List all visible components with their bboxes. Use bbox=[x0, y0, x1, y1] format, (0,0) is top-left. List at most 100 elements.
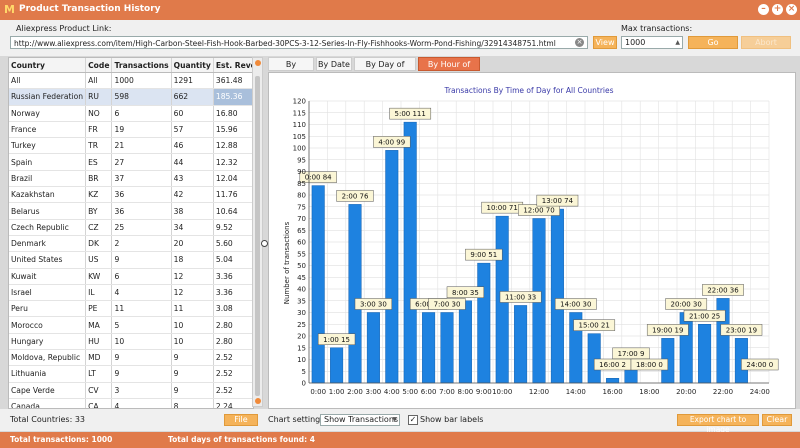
cell-quantity: 662 bbox=[171, 88, 214, 106]
table-row[interactable]: Lithuania LT 9 9 2.52 bbox=[9, 365, 253, 383]
cell-code: RU bbox=[85, 88, 113, 106]
tab-by-hour-of-day[interactable]: By Hour of Day bbox=[418, 57, 480, 83]
chart-bar[interactable] bbox=[587, 333, 601, 384]
abort-button[interactable]: Abort bbox=[741, 36, 791, 49]
data-label: 22:00 36 bbox=[707, 286, 739, 294]
data-label: 7:00 30 bbox=[434, 301, 461, 309]
y-tick-label: 105 bbox=[293, 133, 306, 141]
cell-country: Hungary bbox=[9, 333, 87, 351]
chart-bar[interactable] bbox=[679, 312, 693, 384]
table-row[interactable]: Kazakhstan KZ 36 42 11.76 bbox=[9, 186, 253, 204]
show-bar-labels-label: Show bar labels bbox=[420, 415, 484, 424]
data-label: 18:00 0 bbox=[636, 361, 663, 369]
data-label-box bbox=[299, 171, 337, 183]
chart-bar[interactable] bbox=[477, 262, 491, 384]
table-scrollbar[interactable] bbox=[252, 57, 263, 407]
table-row[interactable]: Belarus BY 36 38 10.64 bbox=[9, 202, 253, 220]
chart-bar[interactable] bbox=[311, 185, 325, 384]
cell-code: All bbox=[85, 72, 113, 90]
table-row[interactable]: All All 1000 1291 361.48 bbox=[9, 72, 253, 90]
table-row[interactable]: Israel IL 4 12 3.36 bbox=[9, 284, 253, 302]
cell-transactions: 9 bbox=[111, 365, 172, 383]
chart-bar[interactable] bbox=[422, 312, 436, 384]
maximize-icon[interactable]: + bbox=[772, 4, 783, 15]
file-button[interactable]: File bbox=[224, 414, 258, 426]
chart-bar[interactable] bbox=[348, 204, 362, 384]
cell-country: Spain bbox=[9, 153, 87, 171]
chart-bar[interactable] bbox=[366, 312, 380, 384]
table-row[interactable]: Hungary HU 10 10 2.80 bbox=[9, 333, 253, 351]
table-row[interactable]: Czech Republic CZ 25 34 9.52 bbox=[9, 219, 253, 236]
table-row[interactable]: Norway NO 6 60 16.80 bbox=[9, 105, 253, 122]
chart-bar[interactable] bbox=[698, 324, 712, 384]
view-button[interactable]: View bbox=[593, 36, 617, 49]
x-tick-label: 3:00 bbox=[366, 388, 382, 396]
go-button[interactable]: Go bbox=[688, 36, 738, 49]
cell-code: CZ bbox=[85, 219, 113, 236]
chart-bar[interactable] bbox=[550, 208, 564, 384]
tab-by-date[interactable]: By Date bbox=[316, 57, 352, 71]
cell-transactions: 2 bbox=[111, 235, 172, 253]
chart-settings-select[interactable]: Show Transactions ▼ bbox=[320, 414, 400, 426]
hour-of-day-chart: Transactions By Time of Day for All Coun… bbox=[283, 86, 779, 396]
data-label-box bbox=[665, 298, 708, 310]
table-row[interactable]: Cape Verde CV 3 9 2.52 bbox=[9, 382, 253, 399]
column-header-country[interactable]: Country bbox=[9, 58, 87, 73]
column-header-revenue[interactable]: Est. Revenue bbox=[213, 58, 253, 73]
export-chart-button[interactable]: Export chart to image bbox=[677, 414, 759, 434]
table-row[interactable]: Kuwait KW 6 12 3.36 bbox=[9, 268, 253, 285]
tab-by-day-of-week[interactable]: By Day of Week bbox=[354, 57, 416, 83]
chart-bar[interactable] bbox=[606, 378, 620, 384]
cell-country: All bbox=[9, 72, 87, 90]
table-row[interactable]: Spain ES 27 44 12.32 bbox=[9, 153, 253, 171]
cell-revenue: 3.36 bbox=[213, 284, 253, 302]
y-tick-label: 65 bbox=[297, 227, 306, 235]
y-tick-label: 35 bbox=[297, 297, 306, 305]
data-label: 0:00 84 bbox=[305, 174, 332, 182]
scroll-thumb[interactable] bbox=[255, 76, 260, 396]
tab-by-country[interactable]: By Country bbox=[268, 57, 314, 83]
chart-bar[interactable] bbox=[330, 347, 344, 384]
cell-revenue: 15.96 bbox=[213, 121, 253, 139]
chart-bar[interactable] bbox=[403, 121, 417, 384]
table-row[interactable]: Turkey TR 21 46 12.88 bbox=[9, 137, 253, 155]
table-row[interactable]: Moldova, Republic MD 9 9 2.52 bbox=[9, 349, 253, 367]
cell-quantity: 60 bbox=[171, 105, 214, 122]
table-row[interactable]: Russian Federation RU 598 662 185.36 bbox=[9, 88, 253, 106]
table-row[interactable]: Brazil BR 37 43 12.04 bbox=[9, 170, 253, 188]
max-transactions-select[interactable]: 1000 ▲ bbox=[621, 36, 683, 49]
column-header-transactions[interactable]: Transactions bbox=[111, 58, 172, 73]
chart-bar[interactable] bbox=[440, 312, 454, 384]
table-row[interactable]: Canada CA 4 8 2.24 bbox=[9, 398, 253, 408]
cell-transactions: 5 bbox=[111, 316, 172, 334]
x-tick-label: 5:00 bbox=[402, 388, 418, 396]
chart-settings-value: Show Transactions bbox=[324, 415, 399, 424]
chart-bar[interactable] bbox=[458, 300, 472, 384]
table-row[interactable]: Peru PE 11 11 3.08 bbox=[9, 300, 253, 318]
data-label: 5:00 111 bbox=[395, 110, 426, 118]
x-tick-label: 20:00 bbox=[676, 388, 696, 396]
scroll-down-icon[interactable] bbox=[255, 398, 261, 404]
data-label-box bbox=[389, 107, 432, 120]
table-row[interactable]: United States US 9 18 5.04 bbox=[9, 251, 253, 269]
scroll-up-icon[interactable] bbox=[255, 60, 261, 66]
table-row[interactable]: France FR 19 57 15.96 bbox=[9, 121, 253, 139]
y-tick-label: 85 bbox=[297, 180, 306, 188]
data-label-box bbox=[741, 358, 779, 371]
clear-url-icon[interactable]: × bbox=[575, 38, 584, 47]
product-link-input[interactable]: http://www.aliexpress.com/item/High-Carb… bbox=[10, 36, 588, 49]
chart-bar[interactable] bbox=[514, 305, 528, 384]
close-icon[interactable]: × bbox=[786, 4, 797, 15]
x-tick-label: 18:00 bbox=[639, 388, 659, 396]
show-bar-labels-checkbox[interactable]: ✓ bbox=[408, 415, 418, 425]
clear-button[interactable]: Clear bbox=[762, 414, 792, 426]
table-row[interactable]: Morocco MA 5 10 2.80 bbox=[9, 316, 253, 334]
cell-country: Denmark bbox=[9, 235, 87, 253]
splitter-handle[interactable] bbox=[261, 240, 268, 247]
link-toolbar: Aliexpress Product Link: http://www.alie… bbox=[0, 20, 800, 56]
table-row[interactable]: Denmark DK 2 20 5.60 bbox=[9, 235, 253, 253]
chart-bar[interactable] bbox=[385, 150, 399, 384]
minimize-icon[interactable]: – bbox=[758, 4, 769, 15]
column-header-quantity[interactable]: Quantity bbox=[171, 58, 214, 73]
column-header-code[interactable]: Code bbox=[85, 58, 113, 73]
